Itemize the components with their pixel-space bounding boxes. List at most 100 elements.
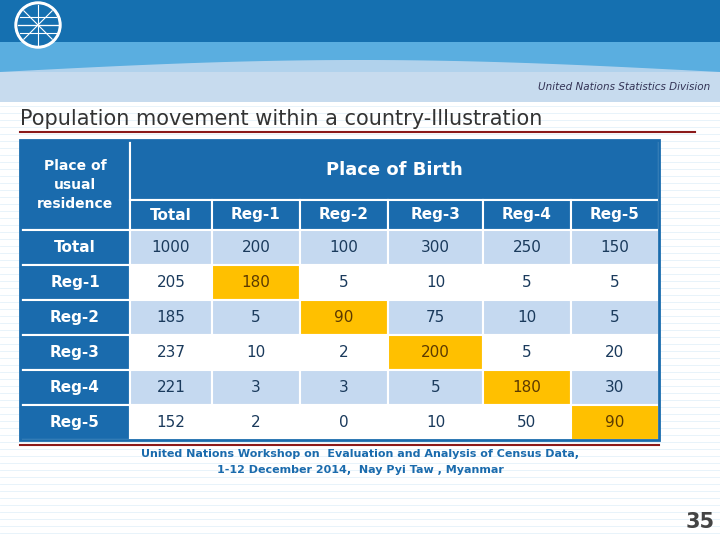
Text: Reg-1: Reg-1 xyxy=(50,275,100,290)
Text: 237: 237 xyxy=(156,345,186,360)
Text: 1000: 1000 xyxy=(152,240,190,255)
Text: 100: 100 xyxy=(330,240,359,255)
Text: Reg-1: Reg-1 xyxy=(231,207,281,222)
Text: 5: 5 xyxy=(610,310,620,325)
Text: 3: 3 xyxy=(251,380,261,395)
Text: 0: 0 xyxy=(339,415,348,430)
Bar xyxy=(483,405,571,440)
Text: Population movement within a country-Illustration: Population movement within a country-Ill… xyxy=(20,109,542,129)
Text: 35: 35 xyxy=(685,512,714,532)
Text: 5: 5 xyxy=(522,345,532,360)
Text: Reg-2: Reg-2 xyxy=(50,310,100,325)
Bar xyxy=(20,230,130,265)
Bar xyxy=(212,265,300,300)
Bar xyxy=(300,265,388,300)
Text: 5: 5 xyxy=(339,275,348,290)
Bar xyxy=(300,370,388,405)
Text: 5: 5 xyxy=(522,275,532,290)
Text: 75: 75 xyxy=(426,310,445,325)
Circle shape xyxy=(15,2,61,48)
Text: 5: 5 xyxy=(431,380,441,395)
Bar xyxy=(300,230,388,265)
Text: Reg-4: Reg-4 xyxy=(502,207,552,222)
Text: 180: 180 xyxy=(513,380,541,395)
Text: Reg-3: Reg-3 xyxy=(410,207,460,222)
Bar xyxy=(130,405,212,440)
Text: 3: 3 xyxy=(339,380,349,395)
Polygon shape xyxy=(0,60,720,102)
Text: Reg-5: Reg-5 xyxy=(590,207,640,222)
Text: Total: Total xyxy=(150,207,192,222)
Text: 30: 30 xyxy=(606,380,625,395)
Bar xyxy=(571,265,659,300)
Text: 2: 2 xyxy=(251,415,261,430)
Bar xyxy=(483,300,571,335)
Bar xyxy=(0,0,720,45)
Text: Reg-5: Reg-5 xyxy=(50,415,100,430)
Bar xyxy=(388,300,483,335)
Bar xyxy=(571,200,659,230)
Text: United Nations Statistics Division: United Nations Statistics Division xyxy=(538,82,710,92)
Text: 10: 10 xyxy=(518,310,536,325)
Bar xyxy=(20,300,130,335)
Bar xyxy=(571,230,659,265)
Text: 90: 90 xyxy=(606,415,625,430)
Bar xyxy=(571,335,659,370)
Text: 2: 2 xyxy=(339,345,348,360)
Text: Place of
usual
residence: Place of usual residence xyxy=(37,159,113,212)
Bar xyxy=(388,370,483,405)
Bar xyxy=(212,405,300,440)
Text: 150: 150 xyxy=(600,240,629,255)
Text: 10: 10 xyxy=(426,415,445,430)
Bar xyxy=(388,230,483,265)
Text: 205: 205 xyxy=(156,275,186,290)
Text: Total: Total xyxy=(54,240,96,255)
Circle shape xyxy=(18,5,58,45)
Bar xyxy=(300,200,388,230)
Text: United Nations Workshop on  Evaluation and Analysis of Census Data,
1-12 Decembe: United Nations Workshop on Evaluation an… xyxy=(141,449,579,475)
Text: 200: 200 xyxy=(421,345,450,360)
Bar xyxy=(212,230,300,265)
Bar xyxy=(20,140,130,230)
Text: 185: 185 xyxy=(156,310,186,325)
Bar xyxy=(130,335,212,370)
Text: Reg-4: Reg-4 xyxy=(50,380,100,395)
Bar xyxy=(20,405,130,440)
Bar xyxy=(130,370,212,405)
Text: 250: 250 xyxy=(513,240,541,255)
Bar xyxy=(0,72,720,102)
Bar xyxy=(20,140,659,440)
Text: 20: 20 xyxy=(606,345,625,360)
Bar xyxy=(571,300,659,335)
Bar xyxy=(130,140,659,200)
Bar xyxy=(300,405,388,440)
Bar xyxy=(388,200,483,230)
Text: 5: 5 xyxy=(610,275,620,290)
Bar xyxy=(212,335,300,370)
Bar xyxy=(130,200,212,230)
Text: 200: 200 xyxy=(242,240,271,255)
Bar xyxy=(0,42,720,80)
Bar xyxy=(483,265,571,300)
Text: 10: 10 xyxy=(246,345,266,360)
Bar xyxy=(483,335,571,370)
Text: 152: 152 xyxy=(156,415,186,430)
Text: 180: 180 xyxy=(242,275,271,290)
Text: 90: 90 xyxy=(334,310,354,325)
Bar xyxy=(388,335,483,370)
Bar xyxy=(388,265,483,300)
Bar xyxy=(212,200,300,230)
Bar xyxy=(20,265,130,300)
Text: 5: 5 xyxy=(251,310,261,325)
Bar xyxy=(212,300,300,335)
Bar xyxy=(483,200,571,230)
Text: Reg-3: Reg-3 xyxy=(50,345,100,360)
Text: 10: 10 xyxy=(426,275,445,290)
Bar xyxy=(20,370,130,405)
Text: 221: 221 xyxy=(156,380,186,395)
Bar xyxy=(300,335,388,370)
Bar xyxy=(483,230,571,265)
Bar xyxy=(571,370,659,405)
Bar xyxy=(483,370,571,405)
Text: Reg-2: Reg-2 xyxy=(319,207,369,222)
